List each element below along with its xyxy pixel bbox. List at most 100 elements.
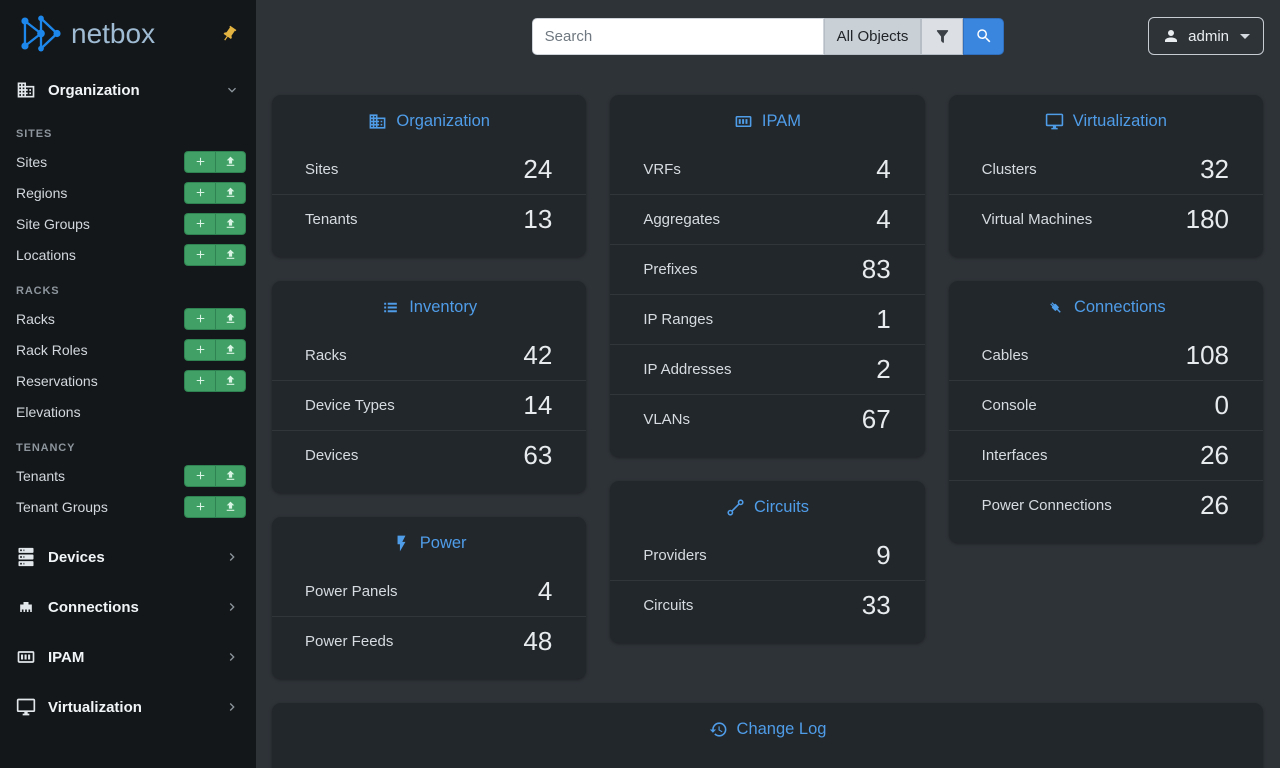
- card-title[interactable]: Inventory: [409, 298, 478, 316]
- add-button[interactable]: [184, 495, 215, 518]
- stat-label[interactable]: VRFs: [643, 160, 681, 178]
- import-button[interactable]: [215, 243, 246, 266]
- add-button[interactable]: [184, 338, 215, 361]
- card-title[interactable]: Connections: [1073, 298, 1166, 316]
- stat-value[interactable]: 14: [523, 390, 553, 420]
- stat-label[interactable]: Device Types: [305, 397, 395, 414]
- stat-label[interactable]: IP Ranges: [643, 311, 714, 328]
- sidebar-item-tenant-groups[interactable]: Tenant Groups: [0, 491, 256, 522]
- stat-value[interactable]: 1: [876, 304, 891, 334]
- sidebar-item-racks[interactable]: Racks: [0, 303, 256, 334]
- stat-value[interactable]: 63: [523, 440, 553, 470]
- import-button[interactable]: [215, 338, 246, 361]
- stat-value[interactable]: 4: [537, 575, 553, 606]
- import-button[interactable]: [215, 150, 246, 173]
- stat-row: Device Types 14: [272, 380, 587, 430]
- sidebar-item-tenants[interactable]: Tenants: [0, 460, 256, 491]
- stat-label[interactable]: Console: [981, 397, 1037, 414]
- card-title[interactable]: Virtualization: [1072, 112, 1167, 130]
- search-button[interactable]: [963, 17, 1005, 55]
- stat-row: IP Addresses 2: [610, 344, 925, 394]
- sidebar-item-reservations[interactable]: Reservations: [0, 365, 256, 396]
- stat-label[interactable]: Prefixes: [643, 261, 698, 278]
- stat-value[interactable]: 180: [1185, 204, 1229, 234]
- stat-value[interactable]: 24: [523, 153, 553, 184]
- object-type-button[interactable]: All Objects: [823, 17, 922, 55]
- stat-value[interactable]: 4: [876, 204, 891, 234]
- sidebar-group-devices[interactable]: Devices: [0, 532, 256, 582]
- main-area: All Objects admin Organi: [256, 0, 1280, 768]
- plus-icon: [194, 500, 207, 513]
- import-button[interactable]: [215, 212, 246, 235]
- stat-label[interactable]: Virtual Machines: [981, 211, 1093, 228]
- sidebar-item-elevations[interactable]: Elevations: [0, 396, 256, 427]
- connections-icon: [16, 597, 36, 617]
- stat-label[interactable]: Power Panels: [305, 582, 398, 600]
- stat-value[interactable]: 108: [1185, 339, 1229, 370]
- import-button[interactable]: [215, 464, 246, 487]
- sidebar-group-connections[interactable]: Connections: [0, 582, 256, 632]
- stat-value[interactable]: 4: [876, 153, 891, 184]
- card-title[interactable]: Change Log: [736, 720, 827, 738]
- add-button[interactable]: [184, 464, 215, 487]
- sidebar-item-regions[interactable]: Regions: [0, 177, 256, 208]
- stat-label[interactable]: Devices: [305, 447, 359, 464]
- stat-value[interactable]: 83: [861, 254, 891, 284]
- card-title[interactable]: Organization: [396, 112, 490, 130]
- add-button[interactable]: [184, 181, 215, 204]
- stat-value[interactable]: 33: [861, 590, 891, 620]
- card-title[interactable]: Circuits: [753, 498, 809, 516]
- stat-label[interactable]: Clusters: [981, 160, 1037, 178]
- stat-label[interactable]: IP Addresses: [643, 361, 732, 378]
- stat-value[interactable]: 13: [523, 204, 553, 234]
- sidebar-group-virtualization[interactable]: Virtualization: [0, 682, 256, 732]
- import-button[interactable]: [215, 495, 246, 518]
- stat-label[interactable]: Interfaces: [981, 447, 1048, 464]
- sidebar-item-locations[interactable]: Locations: [0, 239, 256, 270]
- stat-value[interactable]: 26: [1200, 490, 1229, 520]
- sidebar-item-label: Elevations: [16, 403, 81, 420]
- pin-sidebar-button[interactable]: [216, 21, 242, 47]
- sidebar-group-ipam[interactable]: IPAM: [0, 632, 256, 682]
- add-button[interactable]: [184, 150, 215, 173]
- stat-label[interactable]: Racks: [305, 346, 347, 364]
- card-title[interactable]: IPAM: [761, 112, 802, 130]
- sidebar-group-organization[interactable]: Organization: [0, 67, 256, 113]
- stat-label[interactable]: Aggregates: [643, 211, 721, 228]
- power-icon: [392, 534, 411, 553]
- stat-label[interactable]: Power Connections: [981, 497, 1112, 514]
- stat-value[interactable]: 2: [876, 354, 891, 384]
- stat-value[interactable]: 67: [861, 404, 891, 434]
- stat-label[interactable]: Cables: [981, 346, 1029, 364]
- sidebar-item-rack-roles[interactable]: Rack Roles: [0, 334, 256, 365]
- stat-label[interactable]: Sites: [305, 160, 339, 178]
- stat-value[interactable]: 0: [1214, 390, 1229, 420]
- chevron-right-icon: [224, 649, 240, 665]
- stat-label[interactable]: Circuits: [643, 597, 694, 614]
- item-actions: [184, 212, 246, 235]
- sidebar-item-sites[interactable]: Sites: [0, 146, 256, 177]
- import-button[interactable]: [215, 369, 246, 392]
- netbox-logo-link[interactable]: netbox: [16, 13, 155, 54]
- import-button[interactable]: [215, 181, 246, 204]
- add-button[interactable]: [184, 307, 215, 330]
- stat-label[interactable]: VLANs: [643, 411, 691, 428]
- add-button[interactable]: [184, 212, 215, 235]
- stat-value[interactable]: 9: [876, 539, 891, 570]
- sidebar-item-site-groups[interactable]: Site Groups: [0, 208, 256, 239]
- stat-label[interactable]: Tenants: [305, 211, 358, 228]
- search-input[interactable]: [531, 17, 824, 55]
- sidebar-section-racks: RACKS: [16, 285, 60, 297]
- stat-value[interactable]: 42: [523, 339, 553, 370]
- user-menu-button[interactable]: admin: [1148, 17, 1264, 55]
- card-title[interactable]: Power: [419, 534, 467, 552]
- stat-label[interactable]: Providers: [643, 546, 707, 564]
- add-button[interactable]: [184, 369, 215, 392]
- add-button[interactable]: [184, 243, 215, 266]
- filter-button[interactable]: [921, 17, 964, 55]
- stat-value[interactable]: 26: [1200, 440, 1229, 470]
- stat-value[interactable]: 32: [1200, 153, 1229, 184]
- import-button[interactable]: [215, 307, 246, 330]
- stat-label[interactable]: Power Feeds: [305, 633, 394, 650]
- stat-value[interactable]: 48: [523, 626, 553, 656]
